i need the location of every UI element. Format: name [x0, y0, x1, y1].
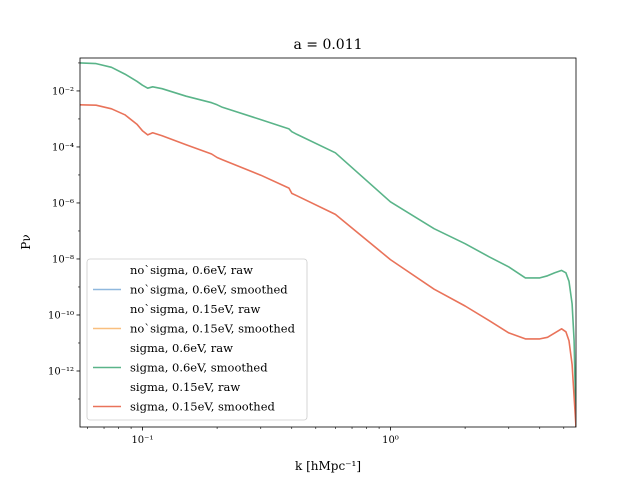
y-tick-label-2: 10⁻⁶	[52, 198, 74, 209]
x-axis-label: k [hMpc⁻¹]	[295, 459, 361, 473]
legend-label-1: no`sigma, 0.6eV, smoothed	[130, 283, 288, 297]
legend-label-6: sigma, 0.15eV, raw	[130, 380, 240, 394]
legend: no`sigma, 0.6eV, raw no`sigma, 0.6eV, smo…	[86, 258, 308, 421]
y-axis-label: Pν	[19, 234, 33, 249]
legend-label-0: no`sigma, 0.6eV, raw	[130, 263, 253, 277]
plot-frame	[79, 57, 577, 428]
chart-title: a = 0.011	[293, 37, 362, 53]
y-tick-label-5: 10⁻¹²	[48, 366, 74, 377]
y-axis-ticks: 10⁻² 10⁻⁴ 10⁻⁶ 10⁻⁸ 10⁻¹⁰ 10⁻¹²	[48, 62, 80, 400]
series-lines	[80, 62, 576, 427]
series-line-7	[80, 104, 576, 427]
x-tick-label-1: 10⁰	[382, 435, 399, 446]
y-tick-label-1: 10⁻⁴	[52, 142, 74, 153]
legend-label-5: sigma, 0.6eV, smoothed	[130, 361, 268, 375]
y-tick-label-0: 10⁻²	[52, 86, 74, 97]
y-tick-label-4: 10⁻¹⁰	[48, 310, 74, 321]
x-tick-label-0: 10⁻¹	[131, 435, 153, 446]
legend-label-2: no`sigma, 0.15eV, raw	[130, 302, 260, 316]
series-line-5	[80, 62, 576, 427]
y-tick-label-3: 10⁻⁸	[52, 254, 74, 265]
legend-box	[86, 258, 308, 421]
x-axis-ticks: 10⁻¹ 10⁰	[87, 427, 565, 446]
legend-label-4: sigma, 0.6eV, raw	[130, 341, 233, 355]
legend-label-7: sigma, 0.15eV, smoothed	[130, 400, 276, 414]
legend-label-3: no`sigma, 0.15eV, smoothed	[130, 322, 296, 336]
